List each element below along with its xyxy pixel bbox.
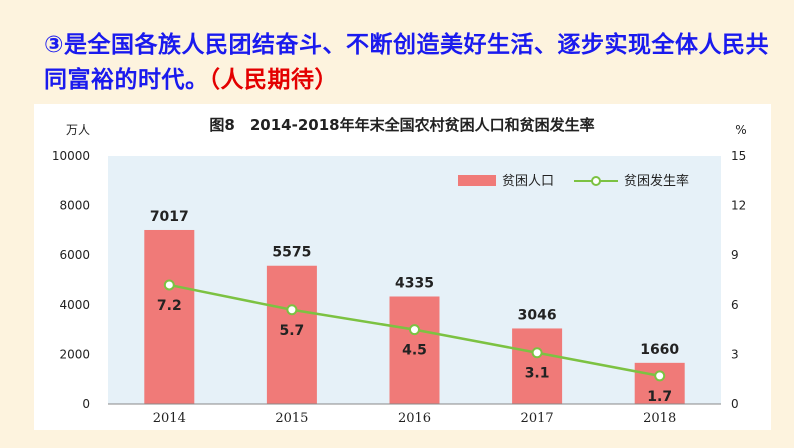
bar-label-2017: 3046: [518, 307, 557, 323]
legend-line-label: 贫困发生率: [624, 173, 689, 189]
x-tick-label: 2014: [153, 411, 186, 426]
rate-point-2017: [531, 347, 543, 359]
rate-label-2018: 1.7: [647, 389, 672, 405]
left-tick-label: 0: [82, 397, 90, 411]
bar-label-2015: 5575: [272, 245, 311, 261]
bar-label-2018: 1660: [640, 342, 679, 358]
right-tick-label: 6: [731, 298, 739, 312]
left-tick-label: 2000: [59, 347, 90, 361]
rate-label-2015: 5.7: [279, 323, 304, 339]
x-tick-label: 2018: [643, 411, 676, 426]
x-tick-label: 2017: [521, 411, 554, 426]
bar-2017: [512, 328, 563, 404]
bar-label-2016: 4335: [395, 275, 434, 291]
bar-2016: [389, 296, 440, 404]
rate-label-2016: 4.5: [402, 343, 427, 359]
legend-line-marker: [591, 176, 601, 186]
bar-2018: [634, 362, 685, 404]
bar-label-2014: 7017: [150, 209, 189, 225]
rate-point-2015: [286, 304, 298, 316]
left-tick-label: 4000: [59, 298, 90, 312]
chart-panel: 图8 2014-2018年年末全国农村贫困人口和贫困发生率 万人% 0 2000 400…: [34, 104, 771, 430]
right-tick-label: 15: [731, 149, 746, 163]
rate-point-2014: [163, 279, 175, 291]
right-tick-label: 0: [731, 397, 739, 411]
rate-label-2014: 7.2: [157, 298, 182, 314]
bar-2015: [266, 265, 317, 404]
rate-point-2018: [654, 370, 666, 382]
rate-point-2016: [409, 324, 420, 336]
headline: ③是全国各族人民团结奋斗、不断创造美好生活、逐步实现全体人民共同富裕的时代。（人…: [44, 28, 774, 98]
right-tick-label: 3: [731, 347, 739, 361]
headline-tag: （人民期待）: [208, 67, 338, 93]
bar-2014: [144, 229, 195, 404]
x-tick-label: 2015: [275, 411, 308, 426]
right-axis-unit: %: [735, 123, 746, 137]
right-tick-label: 12: [731, 199, 746, 213]
left-tick-label: 10000: [52, 149, 90, 163]
chart-title: 图8 2014-2018年年末全国农村贫困人口和贫困发生率: [209, 116, 594, 134]
headline-text: ③是全国各族人民团结奋斗、不断创造美好生活、逐步实现全体人民共同富裕的时代。: [44, 32, 769, 93]
legend-bar-swatch: [458, 175, 496, 186]
rate-label-2017: 3.1: [525, 366, 550, 382]
right-tick-label: 9: [731, 248, 739, 262]
left-tick-label: 8000: [59, 199, 90, 213]
legend-bar-label: 贫困人口: [502, 173, 554, 189]
poverty-chart: 图8 2014-2018年年末全国农村贫困人口和贫困发生率 万人 % 0 2000 400…: [52, 116, 747, 426]
x-tick-label: 2016: [398, 411, 431, 426]
left-tick-label: 6000: [59, 248, 90, 262]
left-axis-unit: 万人: [66, 123, 90, 137]
